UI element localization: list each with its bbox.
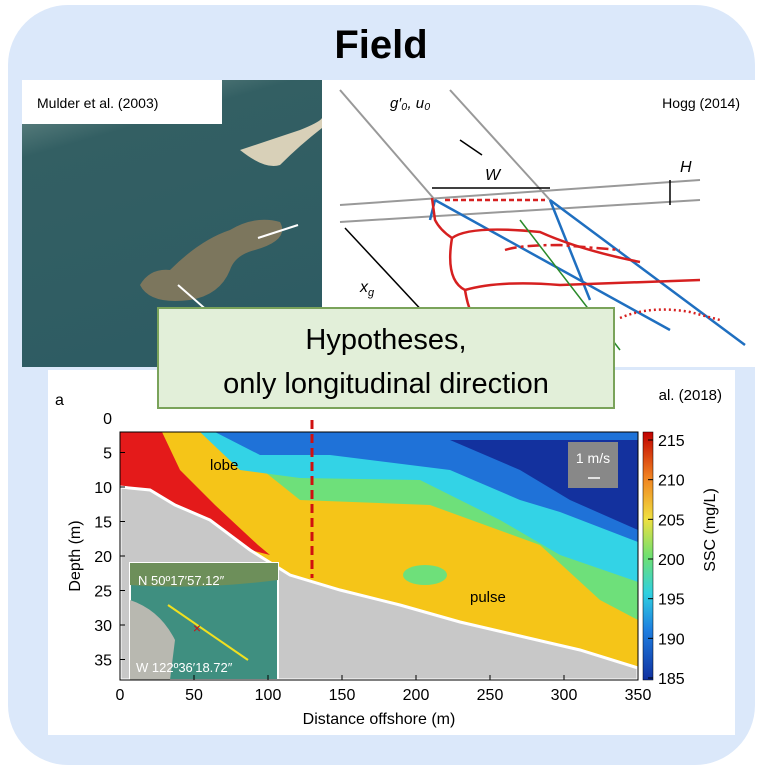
diagram-height-label: H <box>680 159 692 176</box>
figure-source: al. (2018) <box>659 387 722 404</box>
y-tick-label: 20 <box>94 549 112 566</box>
colorbar-tick-label: 215 <box>658 433 685 450</box>
colorbar <box>642 431 654 681</box>
annotation-lobe: lobe <box>210 457 238 474</box>
callout-line: Hypotheses, <box>305 324 466 356</box>
inset-coord-n: N 50º17′57.12″ <box>138 573 225 588</box>
y-tick-label: 35 <box>94 653 112 670</box>
diagram-distance-label: xg <box>359 279 375 299</box>
svg-text:×: × <box>193 620 201 636</box>
colorbar-tick-label: 205 <box>658 512 685 529</box>
inset-map: × N 50º17′57.12″ W 122º36′18.72″ <box>129 562 279 681</box>
callout-line: only longitudinal direction <box>223 368 549 400</box>
inset-coord-w: W 122º36′18.72″ <box>136 660 233 675</box>
colorbar-tick-label: 200 <box>658 552 685 569</box>
annotation-pulse: pulse <box>470 589 506 606</box>
colorbar-tick-label: 190 <box>658 631 685 648</box>
scale-label: 1 m/s <box>576 450 610 466</box>
callout: Hypotheses, only longitudinal direction <box>157 307 615 409</box>
scale-box <box>568 442 618 488</box>
x-axis-label: Distance offshore (m) <box>303 711 456 728</box>
photo-caption: Mulder et al. (2003) <box>37 95 158 111</box>
colorbar-label: SSC (mg/L) <box>702 488 719 572</box>
distance-base: x <box>359 279 369 296</box>
panel-label: a <box>55 392 64 409</box>
y-axis-label: Depth (m) <box>67 520 84 591</box>
x-tick-label: 50 <box>185 687 203 704</box>
y-tick-label: 25 <box>94 584 112 601</box>
x-tick-label: 150 <box>329 687 356 704</box>
x-tick-label: 300 <box>551 687 578 704</box>
slide-title: Field <box>334 23 427 67</box>
x-tick-label: 100 <box>255 687 282 704</box>
y-tick-label: 15 <box>94 515 112 532</box>
distance-sub: g <box>368 287 375 299</box>
y-tick-label: 10 <box>94 480 112 497</box>
x-tick-label: 250 <box>477 687 504 704</box>
diagram-width-label: W <box>485 167 502 184</box>
y-tick-label: 30 <box>94 618 112 635</box>
x-tick-label: 200 <box>403 687 430 704</box>
colorbar-tick-label: 195 <box>658 592 685 609</box>
y-tick-label: 0 <box>103 411 112 428</box>
x-tick-label: 350 <box>625 687 652 704</box>
diagram-inflow-label: g′₀, u₀ <box>390 95 430 112</box>
colorbar-tick-label: 210 <box>658 473 685 490</box>
figure-panel: a al. (2018) lobe pulse 1 m/s × N 50º17′… <box>48 370 735 735</box>
colorbar-tick-label: 185 <box>658 671 685 688</box>
y-tick-label: 5 <box>103 446 112 463</box>
diagram-caption: Hogg (2014) <box>662 95 740 111</box>
x-tick-label: 0 <box>116 687 125 704</box>
